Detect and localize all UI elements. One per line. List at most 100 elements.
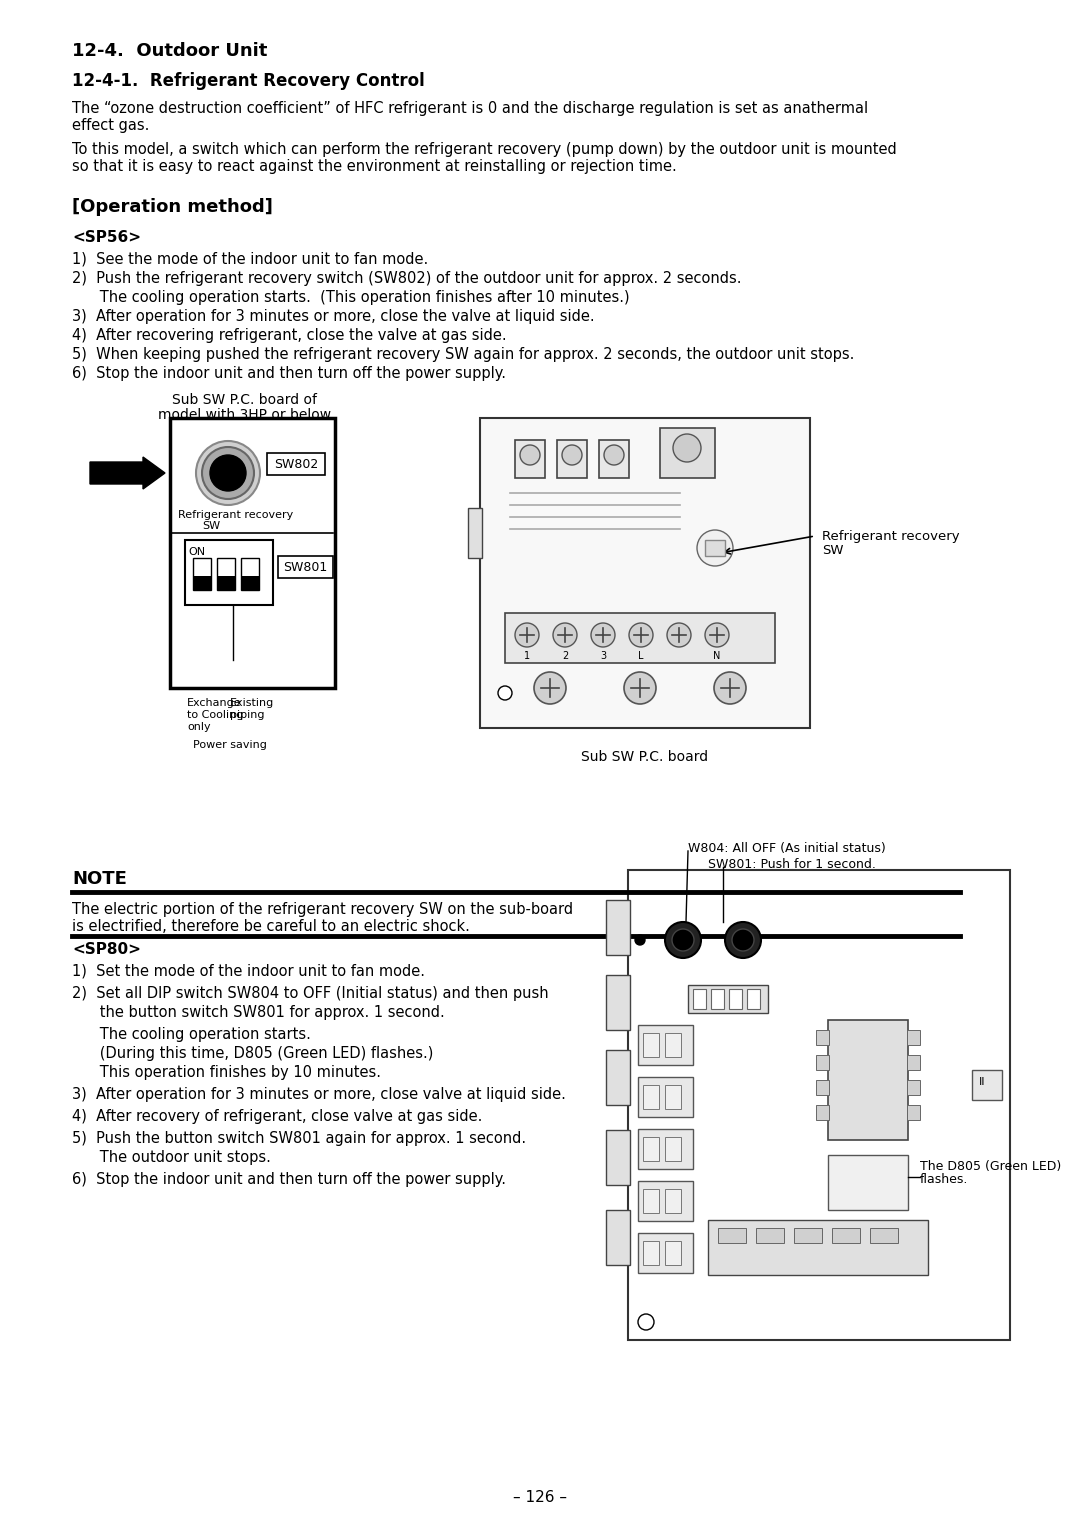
- Text: model with 3HP or below: model with 3HP or below: [159, 409, 332, 422]
- Bar: [665, 1032, 681, 1057]
- Bar: [747, 990, 760, 1010]
- Bar: [705, 540, 725, 557]
- Bar: [907, 1055, 920, 1071]
- Text: This operation finishes by 10 minutes.: This operation finishes by 10 minutes.: [72, 1064, 381, 1080]
- Bar: [643, 1138, 659, 1161]
- Text: 1)  See the mode of the indoor unit to fan mode.: 1) See the mode of the indoor unit to fa…: [72, 252, 429, 267]
- Bar: [907, 1080, 920, 1095]
- Bar: [643, 1032, 659, 1057]
- Bar: [217, 576, 235, 590]
- Text: The “ozone destruction coefficient” of HFC refrigerant is 0 and the discharge re: The “ozone destruction coefficient” of H…: [72, 101, 868, 116]
- Circle shape: [705, 624, 729, 647]
- Text: piping: piping: [230, 711, 265, 720]
- Circle shape: [210, 454, 246, 491]
- Text: to Cooling: to Cooling: [187, 711, 243, 720]
- Text: N: N: [713, 651, 720, 660]
- Bar: [693, 990, 706, 1010]
- Bar: [729, 990, 742, 1010]
- Bar: [193, 576, 211, 590]
- Text: Exchange: Exchange: [187, 698, 242, 708]
- Text: 1)  Set the mode of the indoor unit to fan mode.: 1) Set the mode of the indoor unit to fa…: [72, 964, 426, 979]
- Bar: [241, 558, 259, 590]
- Bar: [193, 558, 211, 590]
- Text: SW: SW: [822, 544, 843, 557]
- Text: The cooling operation starts.  (This operation finishes after 10 minutes.): The cooling operation starts. (This oper…: [72, 290, 630, 305]
- Circle shape: [714, 673, 746, 705]
- Text: Refrigerant recovery: Refrigerant recovery: [822, 531, 960, 543]
- Circle shape: [635, 935, 645, 945]
- Bar: [185, 540, 273, 605]
- Text: is electrified, therefore be careful to an electric shock.: is electrified, therefore be careful to …: [72, 920, 470, 933]
- Bar: [627, 869, 1010, 1340]
- Circle shape: [515, 624, 539, 647]
- Circle shape: [665, 923, 701, 958]
- Bar: [816, 1106, 829, 1119]
- Text: The D805 (Green LED): The D805 (Green LED): [920, 1161, 1062, 1173]
- Bar: [267, 453, 325, 474]
- Text: SW: SW: [202, 522, 220, 531]
- Circle shape: [195, 441, 260, 505]
- Bar: [660, 429, 715, 477]
- Text: The cooling operation starts.: The cooling operation starts.: [72, 1026, 311, 1042]
- Text: 2)  Set all DIP switch SW804 to OFF (Initial status) and then push: 2) Set all DIP switch SW804 to OFF (Init…: [72, 987, 549, 1000]
- Bar: [828, 1020, 908, 1141]
- Circle shape: [732, 929, 754, 952]
- Bar: [711, 990, 724, 1010]
- Bar: [972, 1071, 1002, 1100]
- Bar: [606, 974, 630, 1029]
- Text: Power saving: Power saving: [193, 740, 267, 750]
- Text: NOTE: NOTE: [72, 869, 126, 888]
- Text: SW802: SW802: [274, 458, 319, 471]
- Text: ON: ON: [188, 547, 205, 557]
- Text: Sub SW P.C. board of: Sub SW P.C. board of: [173, 393, 318, 407]
- Circle shape: [624, 673, 656, 705]
- Bar: [217, 558, 235, 590]
- Circle shape: [604, 445, 624, 465]
- Bar: [643, 1190, 659, 1212]
- Bar: [638, 1234, 693, 1273]
- Bar: [665, 1084, 681, 1109]
- Circle shape: [562, 445, 582, 465]
- Bar: [241, 576, 259, 590]
- Bar: [688, 985, 768, 1013]
- Text: II: II: [978, 1077, 985, 1087]
- Text: 12-4.  Outdoor Unit: 12-4. Outdoor Unit: [72, 43, 268, 59]
- Text: The electric portion of the refrigerant recovery SW on the sub-board: The electric portion of the refrigerant …: [72, 901, 573, 917]
- Bar: [907, 1106, 920, 1119]
- Text: 4)  After recovering refrigerant, close the valve at gas side.: 4) After recovering refrigerant, close t…: [72, 328, 507, 343]
- Bar: [816, 1055, 829, 1071]
- Text: 3)  After operation for 3 minutes or more, close the valve at liquid side.: 3) After operation for 3 minutes or more…: [72, 310, 595, 323]
- Bar: [480, 418, 810, 727]
- Text: flashes.: flashes.: [920, 1173, 969, 1186]
- Text: Sub SW P.C. board: Sub SW P.C. board: [581, 750, 708, 764]
- Bar: [606, 1209, 630, 1266]
- Bar: [643, 1084, 659, 1109]
- Text: 4)  After recovery of refrigerant, close valve at gas side.: 4) After recovery of refrigerant, close …: [72, 1109, 483, 1124]
- Circle shape: [638, 1315, 654, 1330]
- Bar: [718, 1228, 746, 1243]
- Text: The outdoor unit stops.: The outdoor unit stops.: [72, 1150, 271, 1165]
- Text: 2)  Push the refrigerant recovery switch (SW802) of the outdoor unit for approx.: 2) Push the refrigerant recovery switch …: [72, 271, 742, 287]
- Bar: [638, 1025, 693, 1064]
- Bar: [278, 557, 333, 578]
- Text: 3: 3: [599, 651, 606, 660]
- Bar: [665, 1138, 681, 1161]
- Text: (During this time, D805 (Green LED) flashes.): (During this time, D805 (Green LED) flas…: [72, 1046, 433, 1061]
- Bar: [638, 1077, 693, 1116]
- Circle shape: [697, 531, 733, 566]
- Circle shape: [202, 447, 254, 499]
- Bar: [606, 1051, 630, 1106]
- Text: L: L: [638, 651, 644, 660]
- Bar: [708, 1220, 928, 1275]
- Circle shape: [591, 624, 615, 647]
- Circle shape: [629, 624, 653, 647]
- Bar: [468, 508, 482, 558]
- Text: 3)  After operation for 3 minutes or more, close valve at liquid side.: 3) After operation for 3 minutes or more…: [72, 1087, 566, 1103]
- Circle shape: [553, 624, 577, 647]
- Bar: [832, 1228, 860, 1243]
- Bar: [756, 1228, 784, 1243]
- Text: To this model, a switch which can perform the refrigerant recovery (pump down) b: To this model, a switch which can perfor…: [72, 142, 896, 157]
- Bar: [816, 1080, 829, 1095]
- Bar: [638, 1180, 693, 1222]
- Bar: [665, 1190, 681, 1212]
